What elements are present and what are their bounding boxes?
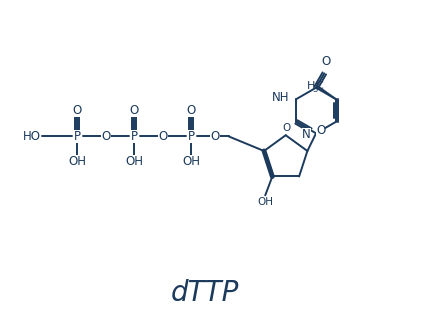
Text: OH: OH	[182, 155, 200, 168]
Text: O: O	[321, 54, 331, 68]
Text: H: H	[307, 81, 315, 91]
Text: O: O	[210, 130, 219, 143]
Text: OH: OH	[257, 197, 273, 207]
Text: O: O	[187, 104, 196, 117]
Text: OH: OH	[69, 155, 86, 168]
Text: N: N	[302, 128, 311, 140]
Text: P: P	[188, 130, 195, 143]
Text: O: O	[101, 130, 110, 143]
Text: NH: NH	[272, 91, 289, 104]
Text: P: P	[74, 130, 81, 143]
Text: O: O	[282, 123, 291, 133]
Text: O: O	[73, 104, 82, 117]
Text: O: O	[316, 124, 325, 138]
Text: 3: 3	[312, 85, 317, 94]
Text: HO: HO	[23, 130, 40, 143]
Text: OH: OH	[125, 155, 144, 168]
Text: O: O	[158, 130, 167, 143]
Text: C: C	[315, 81, 323, 91]
Text: P: P	[131, 130, 138, 143]
Text: dTTP: dTTP	[171, 279, 239, 307]
Text: O: O	[130, 104, 139, 117]
